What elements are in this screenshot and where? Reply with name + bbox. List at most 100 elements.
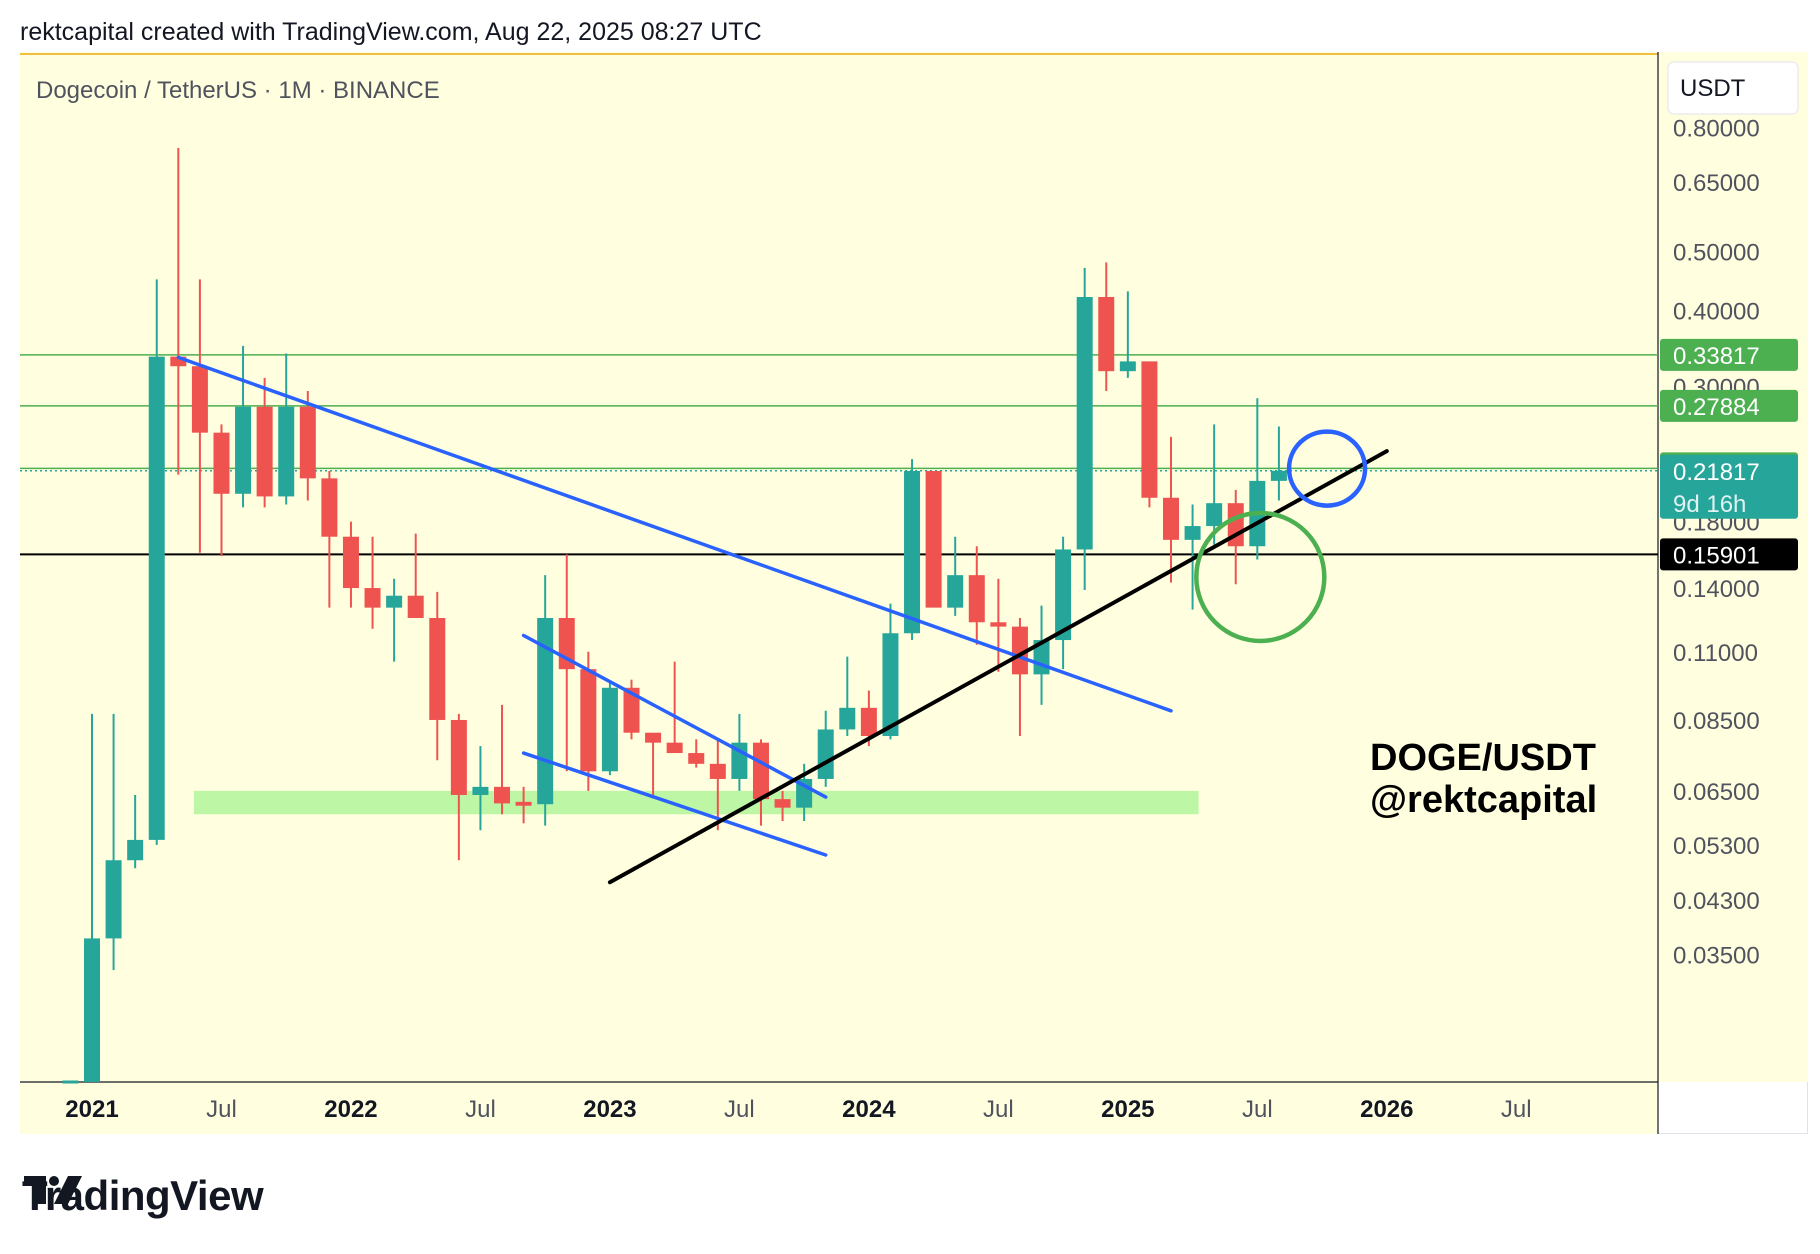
candle-body (62, 1080, 79, 1084)
candle-2024-12[interactable] (1098, 262, 1115, 392)
candle-2024-08[interactable] (1011, 618, 1028, 736)
candle-body (580, 669, 597, 772)
candle-2025-03[interactable] (1163, 436, 1179, 583)
candle-2023-03[interactable] (645, 732, 662, 795)
candle-body (342, 536, 359, 589)
candle-2021-05[interactable] (170, 147, 187, 475)
tradingview-logo[interactable]: TradingView (22, 1172, 264, 1220)
candle-2021-07[interactable] (213, 424, 230, 557)
candle-2024-02[interactable] (882, 603, 899, 740)
candle-body (925, 470, 942, 608)
candle-2024-10[interactable] (1055, 536, 1072, 670)
candle-2022-07[interactable] (472, 746, 489, 831)
candle-body (472, 786, 489, 795)
candle-2022-03[interactable] (386, 578, 403, 662)
candle-2021-03[interactable] (127, 794, 144, 869)
candle-body (105, 860, 122, 939)
tradingview-logo-icon (24, 1176, 82, 1204)
candle-2023-05[interactable] (688, 739, 705, 768)
candle-body (752, 742, 769, 800)
candle-2022-04[interactable] (407, 533, 424, 619)
candle-2021-08[interactable] (235, 345, 252, 508)
candle-2021-11[interactable] (299, 391, 316, 501)
trendline-falling-wedge-top[interactable] (521, 633, 828, 799)
candle-body (494, 786, 511, 804)
candle-2022-09[interactable] (515, 786, 532, 824)
candle-body (364, 588, 381, 608)
candle-body (666, 742, 683, 754)
candle-2023-01[interactable] (601, 682, 618, 776)
candle-2024-07[interactable] (990, 578, 1007, 672)
candle-2022-01[interactable] (342, 521, 359, 608)
price-label-text: 0.27884 (1673, 394, 1760, 421)
candle-2020-12[interactable] (62, 1080, 79, 1084)
candle-body (990, 622, 1007, 627)
candle-2024-06[interactable] (968, 546, 985, 645)
candle-body (1119, 361, 1136, 372)
candle-2022-02[interactable] (364, 536, 381, 629)
candle-body (1011, 626, 1028, 675)
candle-2023-04[interactable] (666, 661, 683, 754)
green-circle[interactable] (1194, 510, 1327, 644)
candle-2024-04[interactable] (925, 470, 942, 608)
price-label-bg (1660, 389, 1798, 422)
currency-label: USDT (1680, 75, 1746, 102)
attribution-header: rektcapital created with TradingView.com… (20, 18, 762, 46)
candle-body (235, 406, 252, 494)
candle-2021-02[interactable] (105, 713, 122, 971)
x-tick-label: 2024 (842, 1096, 896, 1123)
candle-body (1206, 503, 1223, 527)
candle-2025-05[interactable] (1206, 424, 1223, 545)
candle-2021-10[interactable] (278, 353, 295, 505)
candle-2022-05[interactable] (429, 591, 446, 761)
symbol-title: Dogecoin / TetherUS · 1M · BINANCE (36, 77, 440, 104)
candle-2021-06[interactable] (191, 279, 208, 553)
trendline-ascending-support[interactable] (607, 449, 1389, 885)
candle-2022-08[interactable] (494, 704, 511, 815)
price-label-countdown: 9d 16h (1673, 491, 1746, 518)
candle-body (1098, 296, 1115, 372)
candle-2025-01[interactable] (1119, 291, 1136, 378)
candle-2022-06[interactable] (450, 713, 467, 861)
candle-2025-08[interactable] (1270, 426, 1287, 501)
candle-2025-02[interactable] (1141, 361, 1158, 508)
price-label-text: 0.33817 (1673, 343, 1760, 370)
price-chart[interactable]: 0.800000.650000.500000.400000.300000.180… (0, 0, 1820, 1160)
candle-2023-09[interactable] (774, 790, 791, 822)
candle-2021-12[interactable] (321, 470, 338, 608)
candle-body (407, 595, 424, 619)
candle-2023-02[interactable] (623, 679, 640, 740)
trendline-upper-descending[interactable] (176, 355, 1173, 713)
candle-2024-03[interactable] (904, 459, 921, 641)
x-tick-label: 2025 (1101, 1096, 1154, 1123)
y-tick-label: 0.03500 (1673, 943, 1760, 970)
candle-body (1163, 497, 1179, 540)
y-tick-label: 0.14000 (1673, 576, 1760, 603)
blue-circle[interactable] (1286, 429, 1368, 508)
x-tick-label: 2022 (324, 1096, 377, 1123)
candle-2023-06[interactable] (709, 739, 726, 831)
currency-button[interactable] (1667, 61, 1799, 115)
candle-2023-08[interactable] (752, 739, 769, 826)
price-label-0.27884: 0.27884 (1660, 389, 1798, 422)
candle-body (968, 575, 985, 623)
candle-2022-12[interactable] (580, 651, 597, 791)
trendline-falling-wedge-bottom[interactable] (521, 751, 828, 857)
candle-2024-11[interactable] (1076, 267, 1093, 590)
candle-body (623, 687, 640, 733)
candle-2021-09[interactable] (256, 377, 273, 508)
candle-body (299, 406, 316, 479)
candle-2021-04[interactable] (148, 279, 165, 845)
candle-body (170, 356, 187, 367)
support-zone (193, 790, 1199, 815)
x-tick-label: 2023 (583, 1096, 636, 1123)
chart-pane-background (20, 52, 1658, 1082)
candle-2023-12[interactable] (839, 656, 856, 736)
price-label-0.21817: 0.21817 9d 16h (1660, 454, 1798, 519)
candle-body (321, 478, 338, 537)
candle-body (450, 719, 467, 795)
candle-2024-05[interactable] (947, 536, 964, 616)
candle-body (278, 406, 295, 497)
y-tick-label: 0.40000 (1673, 299, 1760, 326)
candle-2021-01[interactable] (84, 713, 100, 1082)
